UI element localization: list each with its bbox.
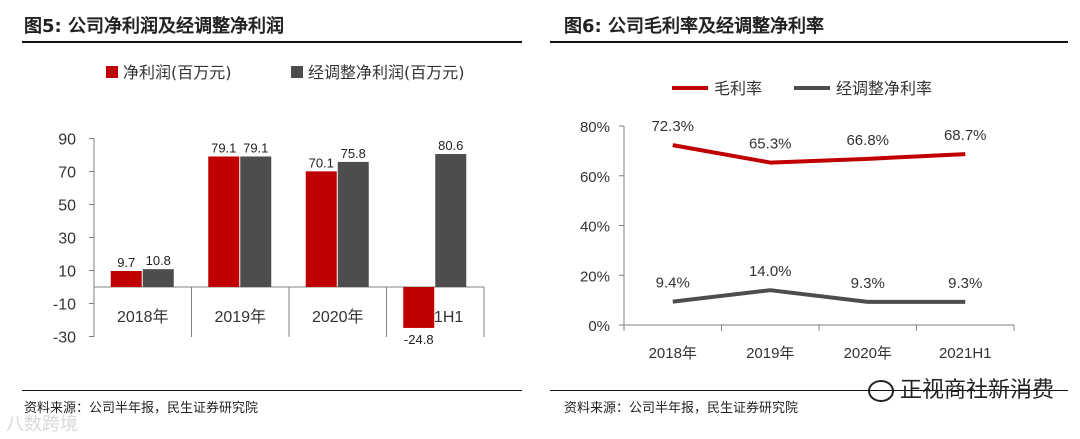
x-category-label: 2018年 — [649, 345, 697, 362]
data-label: 9.3% — [851, 275, 885, 292]
y-tick-label: 60% — [580, 169, 610, 186]
data-label: 10.8 — [146, 253, 171, 268]
x-category-label: 2020年 — [312, 308, 364, 326]
left-figure-title: 图5: 公司净利润及经调整净利润 — [24, 16, 284, 37]
data-label: 65.3% — [749, 136, 792, 153]
x-category-label: 2020年 — [844, 345, 892, 362]
net-profit-bar-chart: 净利润(百万元) 经调整净利润(百万元) -30 -10 10 30 50 70 90 2018年… — [53, 63, 485, 347]
y-tick-label: 80% — [580, 119, 610, 136]
right-source-rule — [550, 390, 1068, 391]
legend-label-1: 净利润(百万元) — [123, 63, 232, 82]
legend-swatch-1 — [106, 66, 118, 78]
bar-net-profit — [305, 171, 337, 287]
data-label: 79.1 — [243, 140, 268, 155]
right-figure: 图6: 公司毛利率及经调整净利率 毛利率 经调整净利率 0% 20% 40% 60% 80%… — [540, 0, 1080, 439]
data-label: 66.8% — [846, 132, 889, 149]
right-title-rule — [550, 41, 1068, 43]
y-tick-label: 20% — [580, 268, 610, 285]
data-label: 70.1 — [309, 155, 334, 170]
left-title-rule — [22, 41, 522, 43]
wechat-watermark: 正视商社新消费 — [867, 372, 1054, 404]
wechat-icon — [867, 380, 894, 402]
series-line-gross-margin — [672, 143, 966, 165]
left-watermark: 八数跨境 — [6, 414, 78, 435]
y-tick-label: 0% — [588, 318, 610, 335]
bar-net-profit — [208, 156, 240, 287]
left-figure: 图5: 公司净利润及经调整净利润 净利润(百万元) 经调整净利润(百万元) -30 -… — [6, 16, 522, 435]
bar-net-profit — [110, 270, 142, 287]
bar-net-profit — [403, 287, 435, 328]
legend-label-1: 毛利率 — [714, 79, 762, 98]
series-line-adjusted-net-margin — [672, 288, 966, 304]
y-tick-label: 40% — [580, 219, 610, 236]
legend-label-2: 经调整净利润(百万元) — [308, 63, 465, 82]
left-source-note: 资料来源：公司半年报，民生证券研究院 — [24, 401, 259, 416]
x-category-label: 2021H1 — [939, 345, 992, 362]
data-label: 68.7% — [944, 127, 987, 144]
bar-adjusted-net-profit — [435, 154, 467, 287]
data-label: -24.8 — [404, 332, 434, 347]
y-tick-label: -30 — [53, 330, 76, 347]
bar-adjusted-net-profit — [337, 161, 369, 287]
wechat-watermark-text: 正视商社新消费 — [899, 378, 1054, 403]
y-tick-label: -10 — [53, 297, 76, 314]
y-tick-label: 10 — [58, 264, 76, 281]
data-label: 75.8 — [341, 146, 366, 161]
y-tick-label: 90 — [58, 132, 76, 149]
right-source-note: 资料来源：公司半年报，民生证券研究院 — [564, 401, 799, 416]
data-label: 9.3% — [948, 275, 982, 292]
y-tick-label: 30 — [58, 231, 76, 248]
bar-adjusted-net-profit — [142, 269, 174, 287]
legend-label-2: 经调整净利率 — [836, 79, 932, 98]
margin-line-chart: 毛利率 经调整净利率 0% 20% 40% 60% 80% 2018年 2019年 2020年 20… — [580, 79, 1015, 362]
right-figure-title: 图6: 公司毛利率及经调整净利率 — [564, 16, 824, 37]
data-label: 80.6 — [438, 138, 463, 153]
data-label: 14.0% — [749, 263, 792, 280]
bar-adjusted-net-profit — [240, 156, 272, 287]
data-label: 72.3% — [651, 118, 694, 135]
x-category-label: 2019年 — [746, 345, 794, 362]
legend-swatch-2 — [291, 66, 303, 78]
x-category-label: 2018年 — [117, 308, 169, 326]
data-label: 9.4% — [656, 275, 690, 292]
data-label: 9.7 — [117, 255, 135, 270]
x-category-label: 2019年 — [214, 308, 266, 326]
left-source-rule — [22, 390, 522, 391]
y-tick-label: 70 — [58, 165, 76, 182]
y-tick-label: 50 — [58, 198, 76, 215]
data-label: 79.1 — [211, 140, 236, 155]
